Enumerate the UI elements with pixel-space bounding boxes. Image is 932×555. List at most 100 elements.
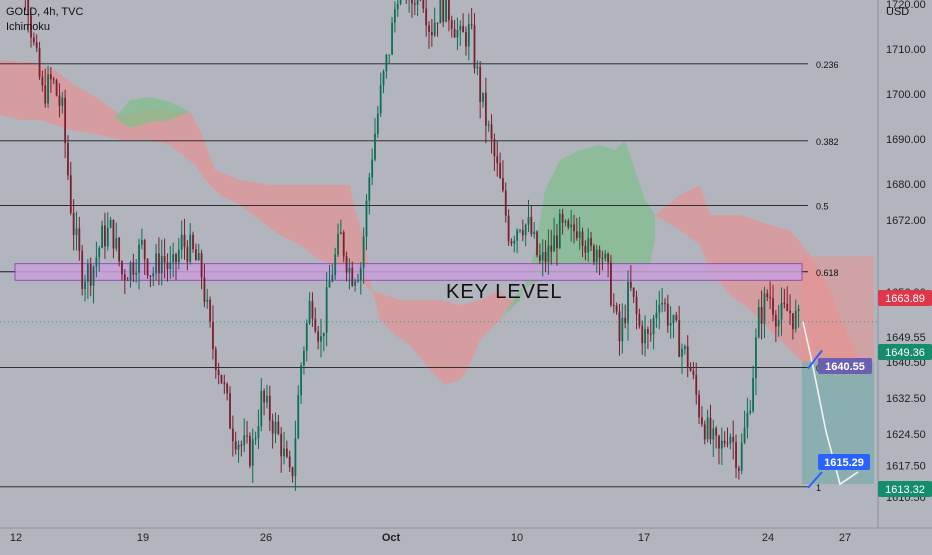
candle-body (590, 238, 592, 246)
y-tick-6: 1672.00 (886, 215, 926, 227)
candle-body (516, 230, 519, 241)
candle-body (64, 97, 67, 143)
candle-body (601, 258, 604, 260)
candle-body (342, 232, 345, 257)
candle-body (584, 245, 587, 253)
candle-body (499, 163, 501, 179)
candle-body (55, 80, 58, 96)
candle-body (240, 444, 243, 446)
candle-body (52, 79, 55, 81)
badge-target-box-low-bg (878, 481, 932, 497)
candle-body (490, 124, 493, 140)
badge-target-box-low-text: 1613.32 (885, 484, 925, 496)
candle-body (44, 85, 47, 104)
candle-body (482, 92, 484, 102)
candle-body (214, 349, 217, 370)
currency-label: USD (886, 6, 909, 18)
candle-body (647, 329, 649, 334)
candle-body (794, 311, 797, 330)
candle-body (749, 411, 752, 413)
candle-body (246, 435, 248, 437)
candle-body (129, 262, 132, 281)
candle-body (280, 433, 283, 457)
candle-body (774, 314, 777, 327)
candle-body (433, 22, 436, 36)
candle-body (476, 66, 479, 69)
candle-body (755, 337, 757, 379)
candle-body (257, 426, 260, 438)
badge-target-1-text: 1640.55 (825, 361, 865, 373)
badge-last-price-text: 1649.36 (885, 347, 925, 359)
candle-body (109, 219, 112, 228)
y-tick-1: 1720.00 (886, 0, 926, 11)
candle-body (703, 424, 706, 440)
candle-body (300, 365, 302, 396)
candle-body (598, 249, 601, 259)
candle-body (416, 0, 419, 5)
y-tick-2: 1710.00 (886, 44, 926, 56)
x-tick-3: Oct (382, 532, 401, 544)
badge-target-box-low: 1613.32 (878, 481, 932, 497)
candle-body (101, 225, 103, 248)
candle-body (388, 54, 391, 56)
candle-body (180, 234, 183, 250)
candle-body (479, 66, 482, 102)
candle-body (217, 369, 220, 376)
candle-body (89, 263, 92, 286)
candle-body (354, 281, 356, 286)
candle-body (206, 299, 209, 302)
candle-body (98, 247, 101, 258)
candle-body (530, 216, 533, 235)
candle-body (266, 395, 268, 403)
candle-body (695, 374, 698, 395)
candle-body (50, 74, 52, 80)
y-tick-9: 1632.50 (886, 393, 926, 405)
candle-body (226, 384, 229, 394)
x-tick-6: 24 (762, 532, 774, 544)
candle-body (573, 224, 575, 232)
candle-body (467, 24, 470, 47)
key-level-annotation: KEY LEVEL (446, 281, 562, 303)
candle-body (547, 245, 550, 262)
candle-body (729, 436, 732, 444)
fib-label-3: 0.5 (816, 202, 829, 212)
candle-body (160, 256, 163, 274)
candle-body (459, 25, 462, 31)
x-axis[interactable]: 12 19 26 Oct 10 17 24 27 (10, 532, 851, 544)
candle-body (413, 3, 416, 5)
candle-body (615, 305, 618, 312)
candle-body (428, 25, 430, 32)
x-tick-4: 10 (511, 532, 523, 544)
candles (0, 0, 878, 491)
candle-body (692, 370, 695, 375)
target-1-arrow (807, 349, 823, 370)
candle-body (732, 436, 735, 443)
candle-body (118, 237, 121, 262)
candle-body (664, 302, 666, 304)
candle-body (686, 346, 689, 368)
candle-body (123, 274, 126, 280)
candle-body (766, 293, 769, 298)
candle-body (644, 329, 646, 344)
candle-body (513, 240, 516, 244)
badge-last-price-bg (878, 344, 932, 360)
x-tick-2: 26 (260, 532, 272, 544)
candle-body (666, 303, 669, 326)
candle-body (772, 298, 774, 315)
candle-body (672, 315, 675, 324)
candle-body (86, 263, 89, 282)
candle-body (379, 85, 382, 114)
candle-body (442, 0, 445, 22)
y-tick-10: 1624.50 (886, 429, 926, 441)
indicator-name[interactable]: Ichimoku (6, 21, 50, 33)
candle-body (689, 367, 692, 371)
candle-body (143, 240, 146, 260)
candle-body (212, 321, 214, 350)
candle-body (487, 124, 490, 126)
candle-body (166, 262, 169, 269)
candle-body (635, 296, 638, 314)
candle-body (92, 266, 95, 286)
candle-body (220, 375, 223, 383)
